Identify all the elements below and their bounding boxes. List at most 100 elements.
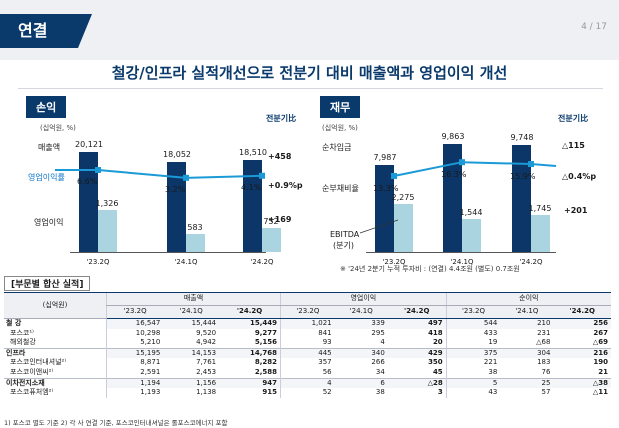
op-margin-polyline	[55, 169, 263, 179]
debt-ratio-value: 13.3%	[373, 184, 399, 193]
table-cell: 915	[262, 388, 278, 397]
table-cell: 1,156	[163, 377, 220, 389]
table-cell: 231	[537, 328, 551, 337]
table-cell: 34	[375, 367, 385, 376]
row-label: 해외철강	[10, 338, 36, 347]
revenue-bar	[167, 162, 186, 252]
table-cell: 76	[541, 367, 551, 376]
table-cell: 20	[432, 338, 443, 347]
table-cell: 4	[280, 377, 335, 389]
revenue-bar	[243, 160, 262, 252]
ebitda-value: 2,275	[391, 193, 415, 202]
income-unit: (십억원, %)	[40, 124, 76, 132]
row-label: 포스코¹⁾	[10, 328, 34, 337]
op-margin-marker	[259, 172, 265, 179]
table-cell: 9,277	[254, 328, 278, 337]
x-tick-label: '23.2Q	[86, 258, 110, 266]
op-margin-value: 6.6%	[77, 177, 98, 186]
table-cell: 93	[280, 338, 335, 349]
table-cell: 267	[593, 328, 608, 337]
revenue-value: 18,510	[239, 148, 267, 157]
debt-ratio-row-label: 순부채비율	[322, 184, 359, 193]
table-cell: 7,761	[196, 358, 217, 367]
table-row: 철 강 16,547 15,444 15,449 1,021 339 497 544 210 25…	[4, 318, 611, 329]
investment-note: ※ '24년 2분기 누적 투자비 : (연결) 4.4조원 (별도) 0.7조…	[340, 265, 520, 273]
debt-ratio-marker	[528, 161, 534, 168]
table-cell: △69	[592, 338, 608, 347]
table-cell: 4	[380, 338, 385, 347]
table-cell: 8,871	[106, 358, 164, 368]
row-label: 포스코인터내셔널²⁾	[10, 358, 67, 367]
table-cell: △28	[387, 377, 447, 389]
table-cell: 429	[387, 347, 447, 359]
table-cell: 9,520	[196, 328, 217, 337]
period-header: '24.2Q	[387, 305, 447, 319]
section-tab: 연결	[0, 14, 92, 48]
table-cell: 19	[445, 338, 501, 349]
income-compare-label: 전분기比	[266, 114, 297, 123]
table-cell: 38	[445, 367, 501, 379]
table-cell: 16,547	[106, 318, 164, 329]
ebitda-delta: +201	[564, 206, 588, 215]
table-row: 포스코인터내셔널²⁾ 8,871 7,761 8,282 357 266 350 221 183…	[4, 358, 611, 368]
net-debt-bar	[443, 144, 462, 252]
ebitda-quarter-label: (분기)	[333, 241, 354, 250]
table-cell: 21	[598, 367, 608, 376]
ebitda-bar	[462, 219, 481, 252]
op-margin-value: 4.1%	[241, 182, 262, 192]
table-cell: △38	[553, 377, 611, 389]
table-row: 이차전지소재 1,194 1,156 947 4 6 △28 5 25 △38	[4, 377, 611, 389]
table-cell: 15,195	[106, 347, 164, 359]
net-debt-value: 9,748	[510, 133, 534, 143]
table-cell: 841	[280, 328, 335, 339]
table-cell: 375	[445, 347, 501, 359]
op-income-bar	[186, 233, 205, 252]
table-cell: 57	[541, 388, 551, 397]
table-cell: 190	[593, 358, 608, 367]
table-cell: 3	[437, 388, 443, 397]
table-cell: 256	[553, 318, 611, 329]
op-margin-delta: +0.9%p	[268, 181, 303, 190]
net-debt-bar	[512, 145, 531, 252]
table-cell: 4,942	[196, 338, 217, 347]
x-tick-label: '23.2Q	[382, 258, 406, 266]
ebitda-callout-line	[359, 219, 399, 234]
table-cell: 1,138	[196, 388, 217, 397]
table-cell: 45	[432, 367, 443, 376]
x-tick-label: '24.2Q	[519, 258, 543, 266]
table-cell: 433	[445, 328, 501, 339]
debt-ratio-value: 16.3%	[441, 170, 467, 180]
table-cell: 339	[334, 318, 388, 329]
headline-divider	[18, 88, 603, 89]
table-cell: 5,156	[254, 338, 278, 347]
x-axis	[70, 252, 266, 253]
row-label: 인프라	[4, 347, 107, 359]
ebitda-bar	[394, 204, 413, 252]
table-row: 포스코퓨처엠²⁾ 1,193 1,138 915 52 38 3 43 57 △11	[4, 388, 611, 398]
table-cell: 304	[500, 347, 554, 359]
revenue-value: 20,121	[75, 140, 103, 149]
op-margin-row-label: 영업이익률	[28, 173, 65, 182]
table-cell: 418	[428, 328, 443, 337]
table-cell: △68	[536, 338, 551, 347]
segment-title: [부문별 합산 실적]	[4, 276, 91, 291]
group-header-net-income: 순이익	[445, 292, 611, 306]
table-cell: 1,194	[106, 377, 164, 389]
net-debt-delta: △115	[562, 141, 585, 150]
table-cell: 10,298	[106, 328, 164, 339]
op-income-bar	[262, 228, 281, 252]
debt-ratio-marker	[459, 159, 465, 166]
table-cell: 221	[445, 358, 501, 368]
table-cell: 52	[280, 388, 335, 398]
table-cell: 210	[500, 318, 554, 329]
top-bar	[0, 0, 619, 60]
ebitda-bar	[531, 215, 550, 252]
table-cell: 43	[445, 388, 501, 398]
table-cell: 15,449	[219, 318, 281, 329]
row-label: 철 강	[6, 319, 22, 327]
x-tick-label: '24.2Q	[250, 258, 274, 266]
net-debt-value: 7,987	[373, 152, 397, 162]
x-axis	[366, 252, 556, 253]
